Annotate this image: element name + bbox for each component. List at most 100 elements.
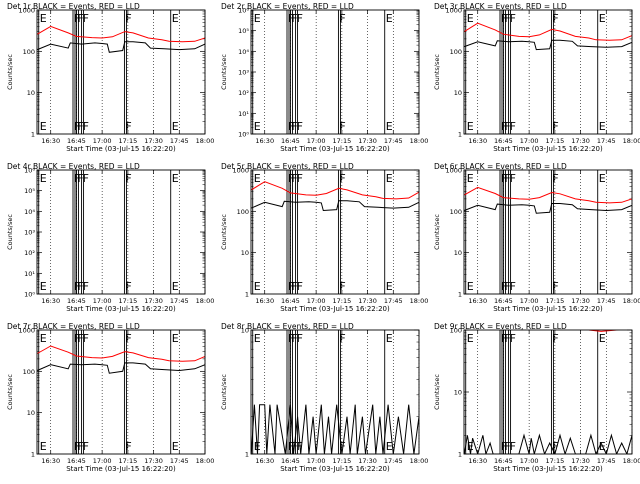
y-axis-label: Counts/sec <box>220 374 228 410</box>
x-tick-label: 16:30 <box>41 137 60 145</box>
flag-label-bottom: F <box>510 120 516 133</box>
flag-label-top: E <box>386 332 393 345</box>
flag-label-top: F <box>74 12 80 25</box>
x-tick-label: 18:00 <box>196 137 215 145</box>
flag-label-bottom: F <box>125 120 131 133</box>
x-tick-label: 17:45 <box>597 297 616 305</box>
flag-label-bottom: F <box>77 280 83 293</box>
y-axis-label: Counts/sec <box>6 214 14 250</box>
flag-label-bottom: F <box>74 440 80 453</box>
panel-det-1: Det 1r BLACK = Events, RED = LLD Counts/s… <box>6 2 214 153</box>
flag-label-top: F <box>77 12 83 25</box>
x-tick-label: 16:30 <box>468 297 487 305</box>
panel-title: Det 9r BLACK = Events, RED = LLD <box>434 322 567 331</box>
x-tick-label: 16:45 <box>67 457 86 465</box>
y-tick-label: 100 <box>450 48 462 56</box>
x-tick-label: 18:00 <box>410 297 429 305</box>
flag-label-bottom: E <box>254 280 261 293</box>
y-axis-label: Counts/sec <box>220 54 228 90</box>
y-tick-label: 10¹ <box>238 110 249 118</box>
x-tick-label: 17:15 <box>332 457 351 465</box>
x-tick-label: 17:30 <box>358 457 377 465</box>
flag-label-top: E <box>172 12 179 25</box>
y-tick-label: 10⁵ <box>238 27 249 35</box>
flag-label-top: F <box>297 12 303 25</box>
flag-label-top: F <box>501 172 507 185</box>
y-tick-label: 1000 <box>445 167 462 175</box>
x-tick-label: 17:15 <box>118 297 137 305</box>
flag-label-top: F <box>552 172 558 185</box>
flag-label-bottom: F <box>288 440 294 453</box>
flag-label-bottom: F <box>77 120 83 133</box>
y-tick-label: 10⁴ <box>238 48 249 56</box>
y-tick-label: 100 <box>23 368 35 376</box>
flag-label-top: F <box>77 332 83 345</box>
x-tick-label: 18:00 <box>196 297 215 305</box>
flag-label-bottom: E <box>172 280 179 293</box>
flag-label-top: F <box>288 332 294 345</box>
x-axis-label: Start Time (03-Jul-15 16:22:20) <box>493 305 603 313</box>
flag-label-top: F <box>291 332 297 345</box>
flag-label-bottom: F <box>552 120 558 133</box>
flag-label-top: F <box>125 172 131 185</box>
y-tick-label: 100 <box>450 327 462 335</box>
y-tick-label: 1000 <box>445 7 462 15</box>
flag-label-top: F <box>291 12 297 25</box>
lld-rate-line <box>251 181 419 200</box>
flag-label-bottom: F <box>510 280 516 293</box>
x-axis-label: Start Time (03-Jul-15 16:22:20) <box>493 465 603 473</box>
flag-label-bottom: F <box>552 440 558 453</box>
x-tick-label: 17:00 <box>307 457 326 465</box>
x-tick-label: 17:45 <box>170 297 189 305</box>
x-tick-label: 18:00 <box>623 137 640 145</box>
flag-label-top: F <box>74 332 80 345</box>
x-tick-label: 17:30 <box>358 297 377 305</box>
flag-label-top: E <box>172 332 179 345</box>
y-axis-label: Counts/sec <box>433 374 441 410</box>
flag-label-top: F <box>291 172 297 185</box>
panel-title: Det 7r BLACK = Events, RED = LLD <box>7 322 140 331</box>
events-rate-line <box>464 433 632 454</box>
y-tick-label: 100 <box>23 48 35 56</box>
flag-label-bottom: E <box>467 440 474 453</box>
flag-label-top: F <box>339 332 345 345</box>
y-axis-label: Counts/sec <box>6 374 14 410</box>
flag-label-top: F <box>297 332 303 345</box>
flag-label-bottom: E <box>386 120 393 133</box>
x-tick-label: 16:45 <box>494 137 513 145</box>
y-tick-label: 10² <box>238 89 249 97</box>
flag-label-top: F <box>125 332 131 345</box>
flag-label-bottom: E <box>40 120 47 133</box>
x-tick-label: 18:00 <box>196 457 215 465</box>
flag-label-bottom: F <box>339 120 345 133</box>
flag-label-top: F <box>501 12 507 25</box>
x-tick-label: 17:30 <box>144 297 163 305</box>
series-group <box>464 330 632 454</box>
x-tick-label: 17:45 <box>170 457 189 465</box>
flag-label-top: E <box>599 12 606 25</box>
y-tick-label: 10⁶ <box>238 7 249 15</box>
x-tick-label: 16:30 <box>41 457 60 465</box>
flag-label-top: E <box>40 12 47 25</box>
y-tick-label: 1 <box>458 291 462 299</box>
x-tick-label: 18:00 <box>410 457 429 465</box>
y-tick-label: 10 <box>241 249 249 257</box>
x-tick-label: 17:00 <box>93 457 112 465</box>
y-tick-label: 1 <box>458 131 462 139</box>
panel-title: Det 3r BLACK = Events, RED = LLD <box>434 2 567 11</box>
panel-title: Det 1r BLACK = Events, RED = LLD <box>7 2 140 11</box>
x-tick-label: 17:15 <box>545 457 564 465</box>
flag-label-top: F <box>288 172 294 185</box>
series-group <box>37 345 205 374</box>
flag-label-bottom: F <box>74 280 80 293</box>
panel-title: Det 6r BLACK = Events, RED = LLD <box>434 162 567 171</box>
series-group <box>464 22 632 51</box>
x-tick-label: 17:45 <box>597 457 616 465</box>
flag-label-top: F <box>77 172 83 185</box>
y-tick-label: 10¹ <box>24 270 35 278</box>
panel-title: Det 2r BLACK = Events, RED = LLD <box>221 2 354 11</box>
flag-label-top: F <box>297 172 303 185</box>
y-axis-label: Counts/sec <box>433 214 441 250</box>
flag-label-bottom: F <box>504 440 510 453</box>
plot-frame <box>36 169 206 295</box>
